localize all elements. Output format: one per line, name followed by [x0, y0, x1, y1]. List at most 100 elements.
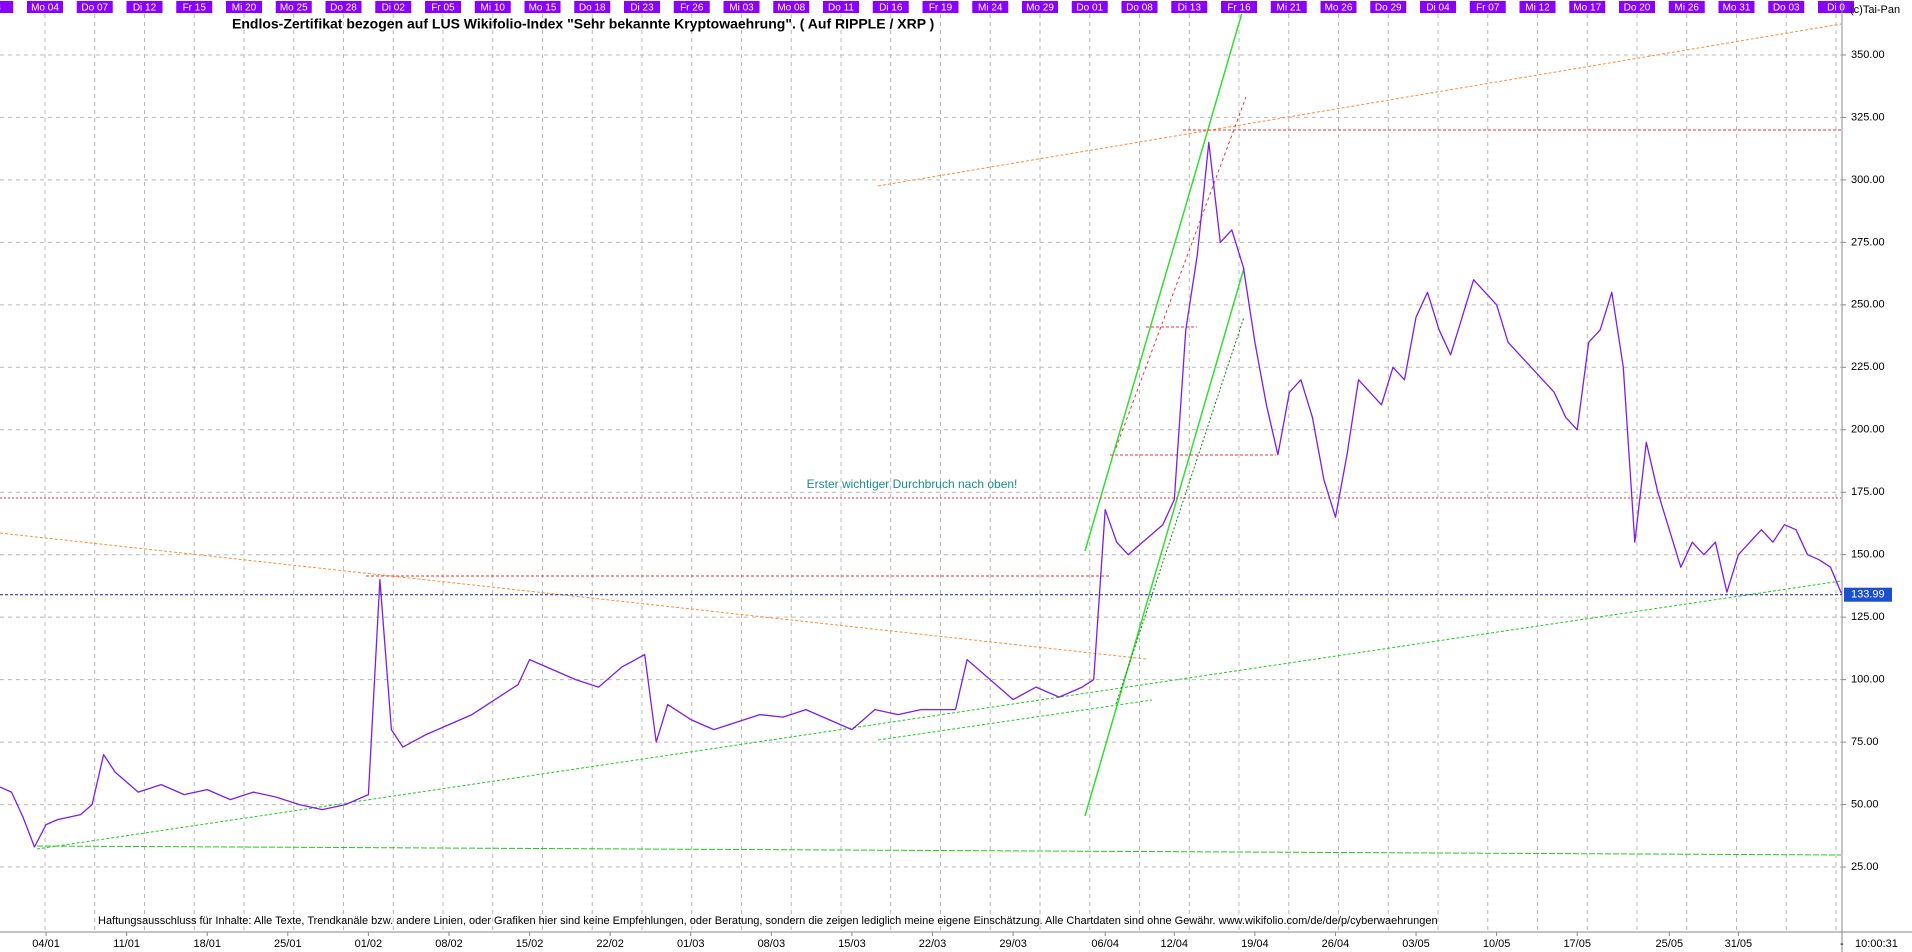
- top-label-box: [922, 1, 959, 13]
- top-label-box: [126, 1, 163, 13]
- top-label: Mi 21: [1277, 3, 1302, 14]
- top-label: Mi 26: [1675, 3, 1700, 14]
- y-tick-label: 275.00: [1851, 236, 1885, 248]
- y-tick-label: 100.00: [1851, 674, 1885, 686]
- x-tick-label: 19/04: [1241, 938, 1269, 950]
- y-tick-label: 350.00: [1851, 49, 1885, 61]
- top-label: Fr 26: [680, 3, 704, 14]
- top-label-box: [1619, 1, 1655, 13]
- x-tick-label: 04/01: [32, 938, 60, 950]
- top-label-box: [1469, 1, 1506, 13]
- top-label: Do 29: [1375, 3, 1402, 14]
- x-tick-label: 08/02: [435, 938, 463, 950]
- top-label: Do 20: [1624, 3, 1651, 14]
- top-label: Mo 29: [1026, 3, 1054, 14]
- timestamp-marker: -: [1840, 938, 1844, 950]
- top-label-box: [1121, 1, 1158, 13]
- x-tick-label: 15/02: [516, 938, 544, 950]
- y-tick-label: 25.00: [1851, 861, 1879, 873]
- x-tick-label: 08/03: [758, 938, 786, 950]
- top-label: Mo 08: [777, 3, 805, 14]
- x-tick-label: 29/03: [999, 938, 1027, 950]
- top-label-box: [673, 1, 710, 13]
- top-label-box: [1071, 1, 1108, 13]
- x-tick-label: 31/05: [1725, 938, 1753, 950]
- top-label-box: [1221, 1, 1257, 13]
- top-label: Do 18: [579, 3, 606, 14]
- top-label: Fr 07: [1476, 3, 1500, 14]
- top-label-box: [723, 1, 760, 13]
- top-label: Fr 15: [183, 3, 207, 14]
- trend-line: [0, 532, 1147, 660]
- trend-line: [36, 845, 1842, 856]
- top-label-box: [226, 1, 262, 13]
- top-label-box: [1818, 1, 1854, 13]
- top-label-box: [375, 1, 412, 13]
- marks: [0, 141, 1843, 848]
- y-tick-label: 200.00: [1851, 424, 1885, 436]
- trend-line: [1115, 96, 1247, 449]
- x-tick-label: 06/04: [1091, 938, 1119, 950]
- top-label: Mi 03: [729, 3, 754, 14]
- top-label: Di 04: [1426, 3, 1450, 14]
- copyright: (c)Tai-Pan: [1850, 4, 1900, 16]
- y-tick-label: 225.00: [1851, 361, 1885, 373]
- x-tick-label: 03/05: [1402, 938, 1430, 950]
- top-label: Do 28: [330, 3, 357, 14]
- last-value-label: 133.99: [1851, 589, 1885, 601]
- top-label: Di 0: [1827, 3, 1845, 14]
- top-label: Mo 26: [1325, 3, 1353, 14]
- top-label-box: [1718, 1, 1755, 13]
- x-tick-label: 25/01: [274, 938, 302, 950]
- x-tick-label: 26/04: [1322, 938, 1350, 950]
- trend-line: [36, 580, 1842, 850]
- top-label: Do 08: [1126, 3, 1153, 14]
- y-tick-label: 325.00: [1851, 111, 1885, 123]
- x-tick-label: 10/05: [1483, 938, 1511, 950]
- top-label: 28: [0, 3, 1, 14]
- x-tick-label: 22/03: [919, 938, 947, 950]
- top-label-box: [1668, 1, 1705, 13]
- top-label: Mi 20: [232, 3, 257, 14]
- disclaimer: Haftungsausschluss für Inhalte: Alle Tex…: [98, 915, 1438, 927]
- top-label: Do 01: [1076, 3, 1103, 14]
- top-label: Mo 31: [1723, 3, 1751, 14]
- top-label-box: [474, 1, 511, 13]
- x-tick-label: 01/02: [355, 938, 383, 950]
- top-label: Mi 24: [978, 3, 1003, 14]
- top-label-box: [1022, 1, 1058, 13]
- top-label-box: [76, 1, 113, 13]
- top-label: Mo 25: [280, 3, 308, 14]
- top-label: Fr 19: [929, 3, 953, 14]
- top-label-box: [1320, 1, 1357, 13]
- top-label: Fr 16: [1227, 3, 1251, 14]
- top-label: Mo 17: [1573, 3, 1601, 14]
- top-label-box: [0, 1, 14, 13]
- top-label-box: [27, 1, 63, 13]
- grid: [0, 14, 1842, 932]
- top-label-box: [275, 1, 312, 13]
- top-label: Fr 05: [431, 3, 455, 14]
- chart-title: Endlos-Zertifikat bezogen auf LUS Wikifo…: [232, 16, 934, 32]
- x-tick-label: 01/03: [677, 938, 705, 950]
- top-label-box: [1569, 1, 1606, 13]
- top-label-box: [425, 1, 461, 13]
- last-value-box: [1844, 587, 1892, 602]
- top-label-box: [972, 1, 1009, 13]
- top-label-box: [574, 1, 611, 13]
- top-label-box: [1420, 1, 1456, 13]
- top-label: Do 07: [81, 3, 108, 14]
- top-label-box: [1270, 1, 1307, 13]
- top-label-box: [823, 1, 859, 13]
- top-label-box: [1171, 1, 1208, 13]
- top-label-box: [1768, 1, 1805, 13]
- y-tick-label: 150.00: [1851, 549, 1885, 561]
- trend-line: [877, 23, 1842, 187]
- trend-line: [877, 699, 1153, 741]
- top-label-box: [624, 1, 660, 13]
- x-tick-label: 11/01: [113, 938, 140, 950]
- top-label-box: [524, 1, 561, 13]
- top-label: Di 23: [630, 3, 654, 14]
